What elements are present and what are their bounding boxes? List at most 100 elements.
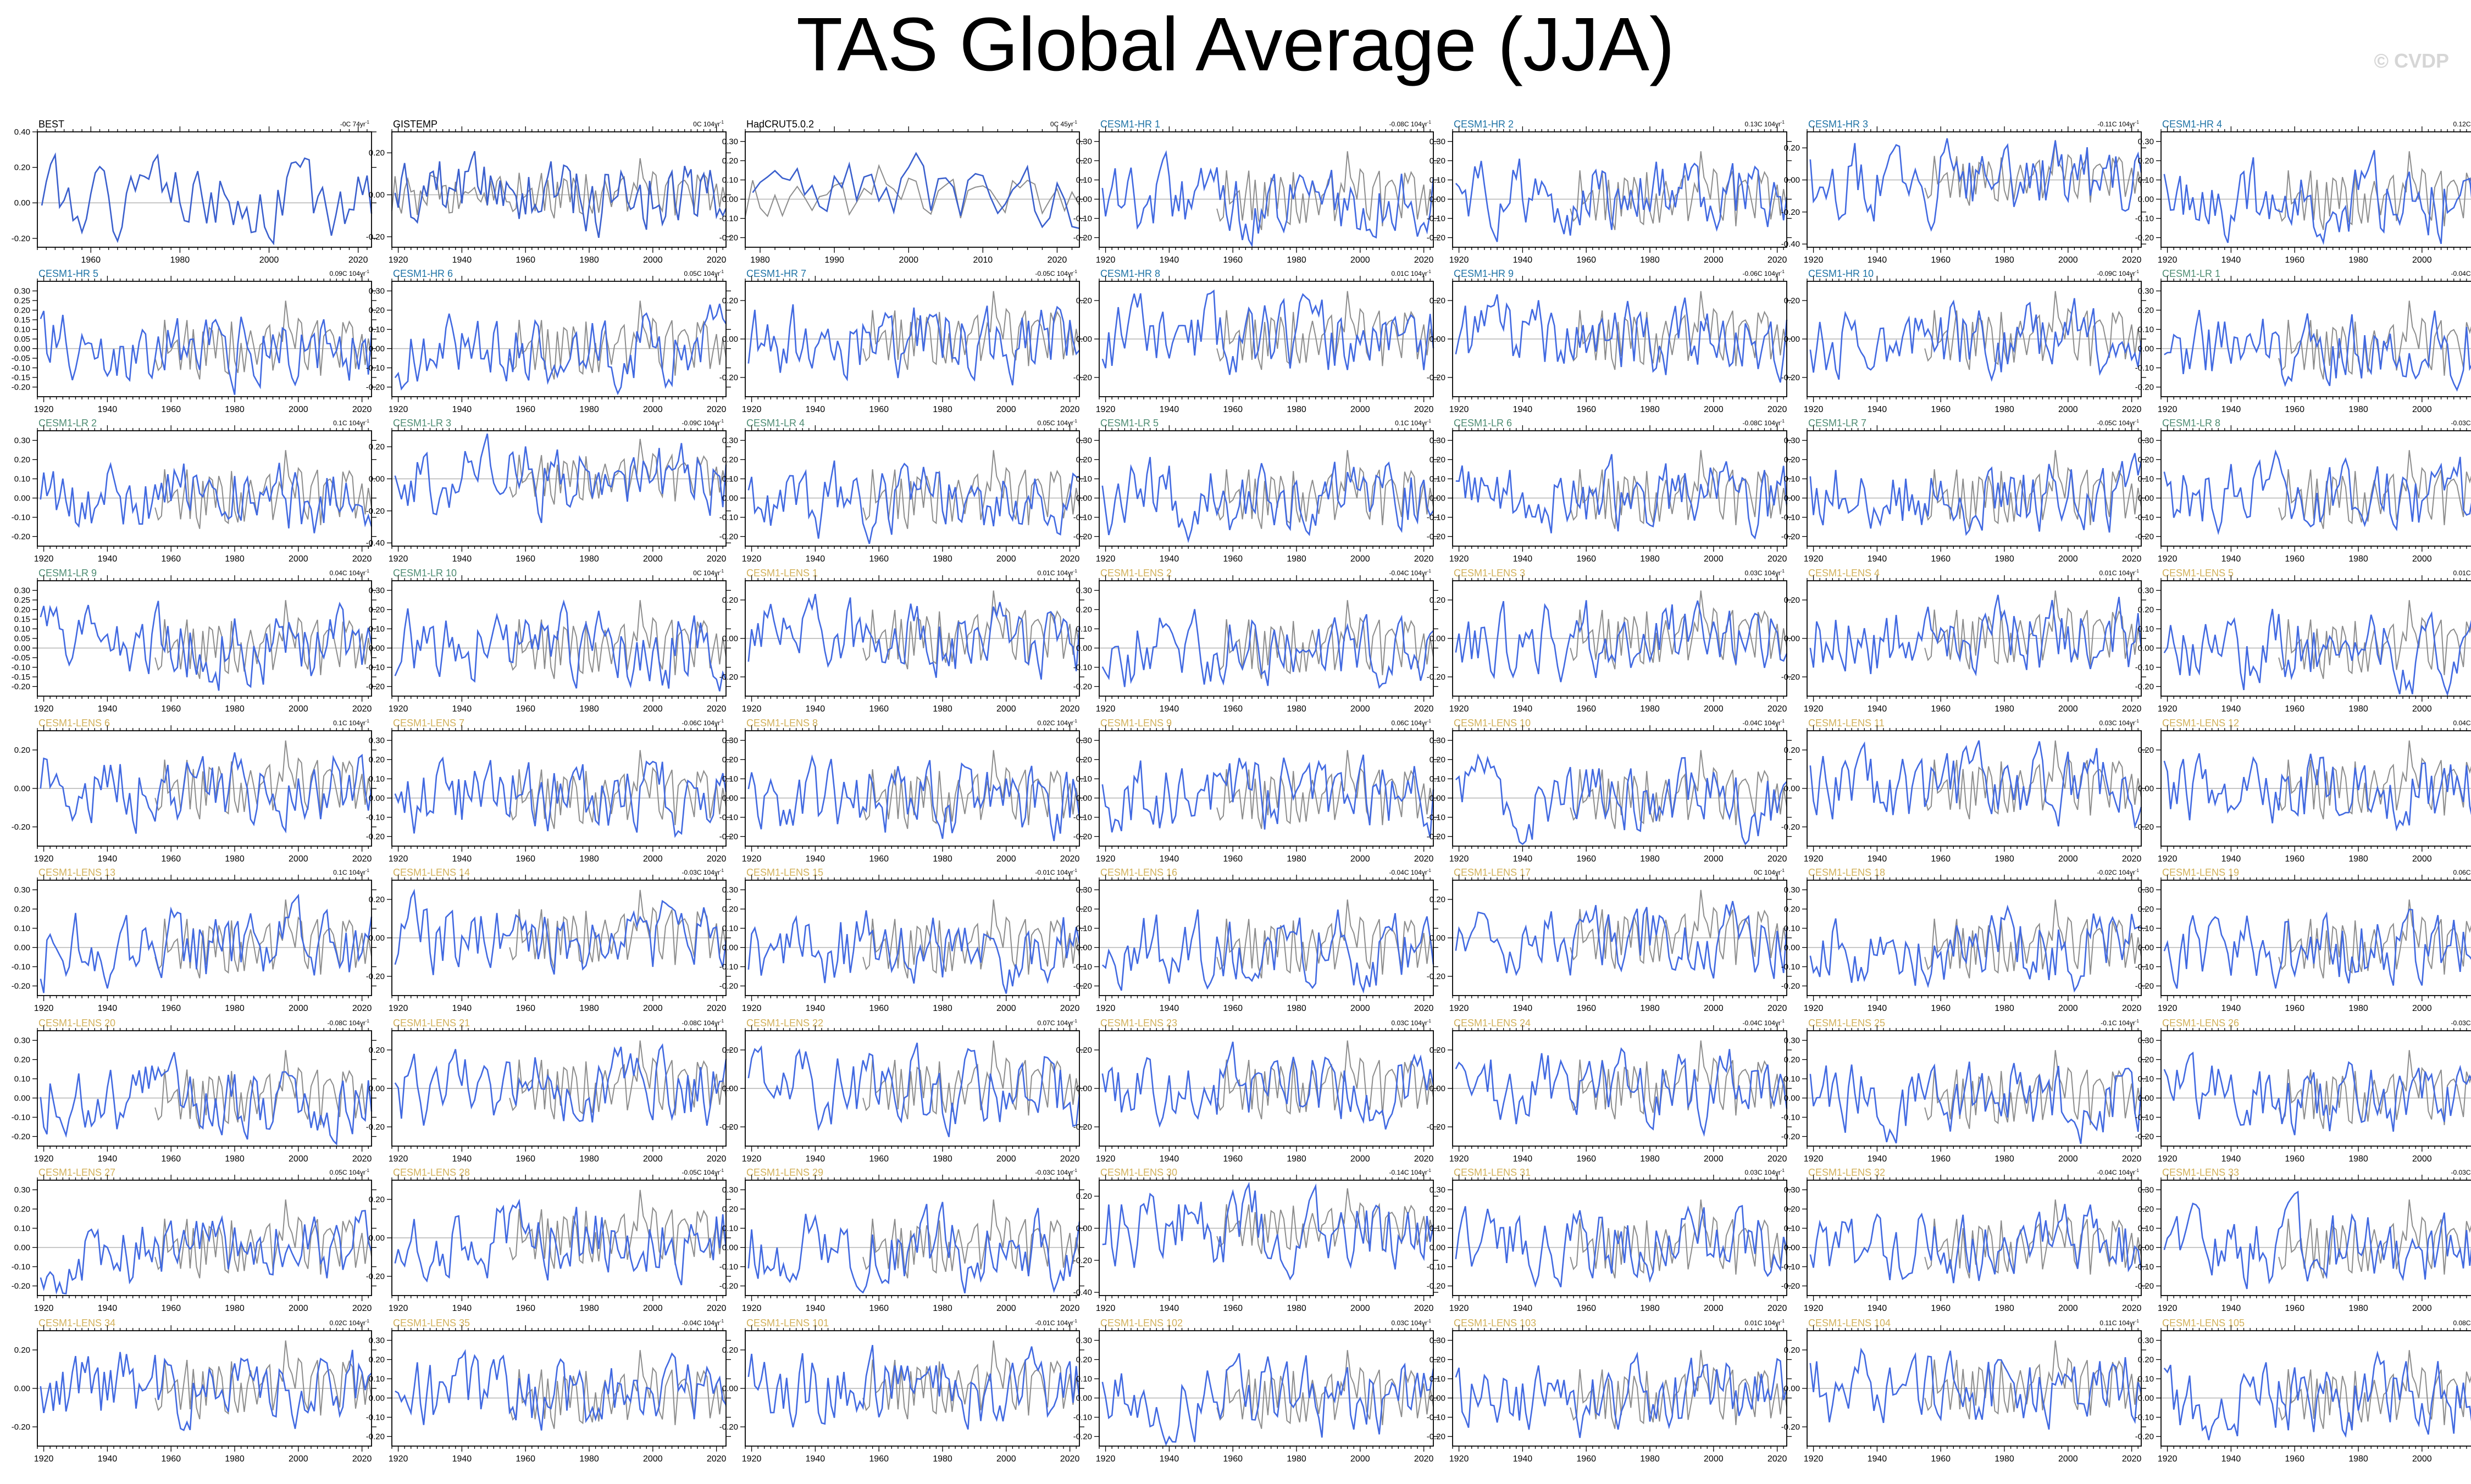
- x-tick-label: 1940: [98, 854, 118, 864]
- x-tick-label: 2020: [1768, 854, 1787, 864]
- x-tick-label: 1940: [452, 255, 472, 265]
- y-tick-label: 0.10: [1784, 475, 1800, 484]
- y-tick-label: 0.30: [722, 436, 738, 446]
- y-tick-label: 0.00: [2138, 784, 2154, 793]
- y-tick-label: -0.20: [2135, 682, 2154, 692]
- panel-label: GISTEMP: [393, 119, 437, 130]
- x-tick-label: 2020: [1768, 704, 1787, 714]
- y-tick-label: 0.20: [1076, 605, 1092, 615]
- plot-frame: [37, 281, 372, 397]
- series-line: [394, 599, 727, 692]
- series-line: [1455, 158, 1788, 242]
- panel-cesm1-lr-3: CESM1-LR 3 -0.09C 104yr-1 1920 1940 1960 1980…: [366, 418, 731, 564]
- x-tick-label: 1940: [98, 554, 118, 564]
- reference-series-line: [1570, 291, 1787, 370]
- trend-label: -0.04C 104yr-1: [1743, 719, 1785, 727]
- trend-label: -0.06C 104yr-1: [1743, 269, 1785, 277]
- y-tick-label: 0.00: [14, 644, 30, 653]
- x-tick-label: 1980: [1287, 405, 1306, 414]
- y-tick-label: 0.20: [1430, 296, 1445, 305]
- x-tick-label: 1920: [2158, 854, 2178, 864]
- panel-cesm1-lens-13: CESM1-LENS 13 0.1C 104yr-1 1920 1940 1960 198…: [12, 867, 376, 1013]
- x-tick-label: 1920: [389, 704, 408, 714]
- y-tick-label: 0.20: [369, 442, 385, 452]
- series-line: [40, 462, 373, 533]
- y-tick-label: 0.00: [2138, 344, 2154, 354]
- x-tick-label: 2020: [352, 704, 372, 714]
- panel-cesm1-hr-4: CESM1-HR 4 0.12C 104yr-1 1920 1940 1960 1980 2…: [2135, 119, 2471, 265]
- x-tick-label: 1980: [1287, 704, 1306, 714]
- series-line: [40, 601, 373, 691]
- y-tick-label: 0.30: [369, 736, 385, 746]
- x-tick-label: 1920: [1096, 255, 1116, 265]
- x-tick-label: 1940: [1513, 255, 1533, 265]
- panel-label: HadCRUT5.0.2: [746, 119, 814, 130]
- y-tick-label: 0.30: [1076, 736, 1092, 746]
- x-tick-label: 1960: [516, 1004, 535, 1013]
- panel-cesm1-lens-15: CESM1-LENS 15 -0.01C 104yr-1 1920 1940 1960 1…: [719, 867, 1084, 1013]
- series-line: [1101, 150, 1434, 248]
- x-tick-label: 1980: [579, 854, 599, 864]
- panel-cesm1-lr-9: CESM1-LR 9 0.04C 104yr-1 1920 1940 1960 1980 2…: [12, 568, 376, 714]
- x-tick-label: 2020: [2122, 554, 2142, 564]
- trend-label: 0.05C 104yr-1: [1038, 419, 1078, 427]
- x-tick-label: 1920: [1804, 255, 1824, 265]
- x-tick-label: 1940: [98, 1004, 118, 1013]
- plot-frame: [1807, 430, 2142, 547]
- y-tick-label: -0.10: [12, 663, 30, 672]
- y-tick-label: 0.15: [14, 615, 30, 624]
- plot-frame: [745, 880, 1080, 996]
- x-tick-label: 2000: [1704, 704, 1724, 714]
- y-tick-label: 0.10: [1076, 625, 1092, 634]
- x-tick-label: 1920: [1096, 554, 1116, 564]
- plot-frame: [1807, 131, 2142, 248]
- x-tick-label: 1980: [1994, 554, 2014, 564]
- plot-frame: [391, 730, 727, 847]
- x-tick-label: 2000: [1350, 405, 1370, 414]
- x-tick-label: 1960: [516, 704, 535, 714]
- x-tick-label: 2000: [289, 554, 308, 564]
- panel-label: CESM1-LR 8: [2162, 418, 2220, 429]
- x-tick-label: 1980: [1640, 704, 1660, 714]
- y-tick-label: 0.00: [722, 195, 738, 204]
- x-tick-label: 1920: [1449, 255, 1469, 265]
- x-tick-label: 2000: [1704, 255, 1724, 265]
- x-tick-label: 2000: [899, 255, 918, 265]
- panel-cesm1-lr-8: CESM1-LR 8 -0.03C 104yr-1 1920 1940 1960 1980…: [2135, 418, 2471, 564]
- y-tick-label: 0.10: [14, 325, 30, 335]
- series-line: [747, 754, 1081, 841]
- panel-cesm1-lens-14: CESM1-LENS 14 -0.03C 104yr-1 1920 1940 1960 1…: [366, 867, 731, 1013]
- y-tick-label: 0.00: [1430, 494, 1445, 503]
- y-tick-label: -0.15: [12, 672, 30, 682]
- y-tick-label: 0.00: [1076, 794, 1092, 803]
- x-tick-label: 2000: [2058, 854, 2078, 864]
- trend-label: 0.01C 104yr-1: [1038, 569, 1078, 577]
- y-tick-label: -0.10: [1427, 813, 1445, 822]
- y-tick-label: 0.20: [369, 755, 385, 765]
- y-tick-label: 0.30: [1076, 137, 1092, 147]
- x-tick-label: 2000: [289, 704, 308, 714]
- y-tick-label: -0.10: [366, 364, 385, 373]
- y-tick-label: 0.20: [2138, 306, 2154, 315]
- series-line: [394, 151, 727, 238]
- x-tick-label: 1920: [389, 1004, 408, 1013]
- x-tick-label: 1980: [579, 255, 599, 265]
- plot-frame: [1099, 580, 1434, 697]
- y-tick-label: 0.30: [1430, 137, 1445, 147]
- panel-label: CESM1-LENS 5: [2162, 568, 2234, 579]
- x-tick-label: 1940: [1868, 854, 1887, 864]
- y-tick-label: 0.20: [722, 755, 738, 765]
- x-tick-label: 1960: [1931, 554, 1951, 564]
- y-tick-label: 0.30: [722, 736, 738, 746]
- reference-series-line: [1216, 450, 1434, 529]
- trend-label: 0.05C 104yr-1: [684, 269, 724, 277]
- x-tick-label: 1940: [806, 1004, 825, 1013]
- reference-series-line: [1570, 590, 1787, 670]
- panel-label: CESM1-LENS 3: [1454, 568, 1525, 579]
- y-tick-label: -0.10: [1073, 214, 1092, 224]
- x-tick-label: 1940: [806, 704, 825, 714]
- plot-frame: [2160, 580, 2471, 697]
- series-line: [1809, 740, 2142, 829]
- panel-label: CESM1-LR 9: [38, 568, 97, 579]
- x-tick-label: 1980: [170, 255, 190, 265]
